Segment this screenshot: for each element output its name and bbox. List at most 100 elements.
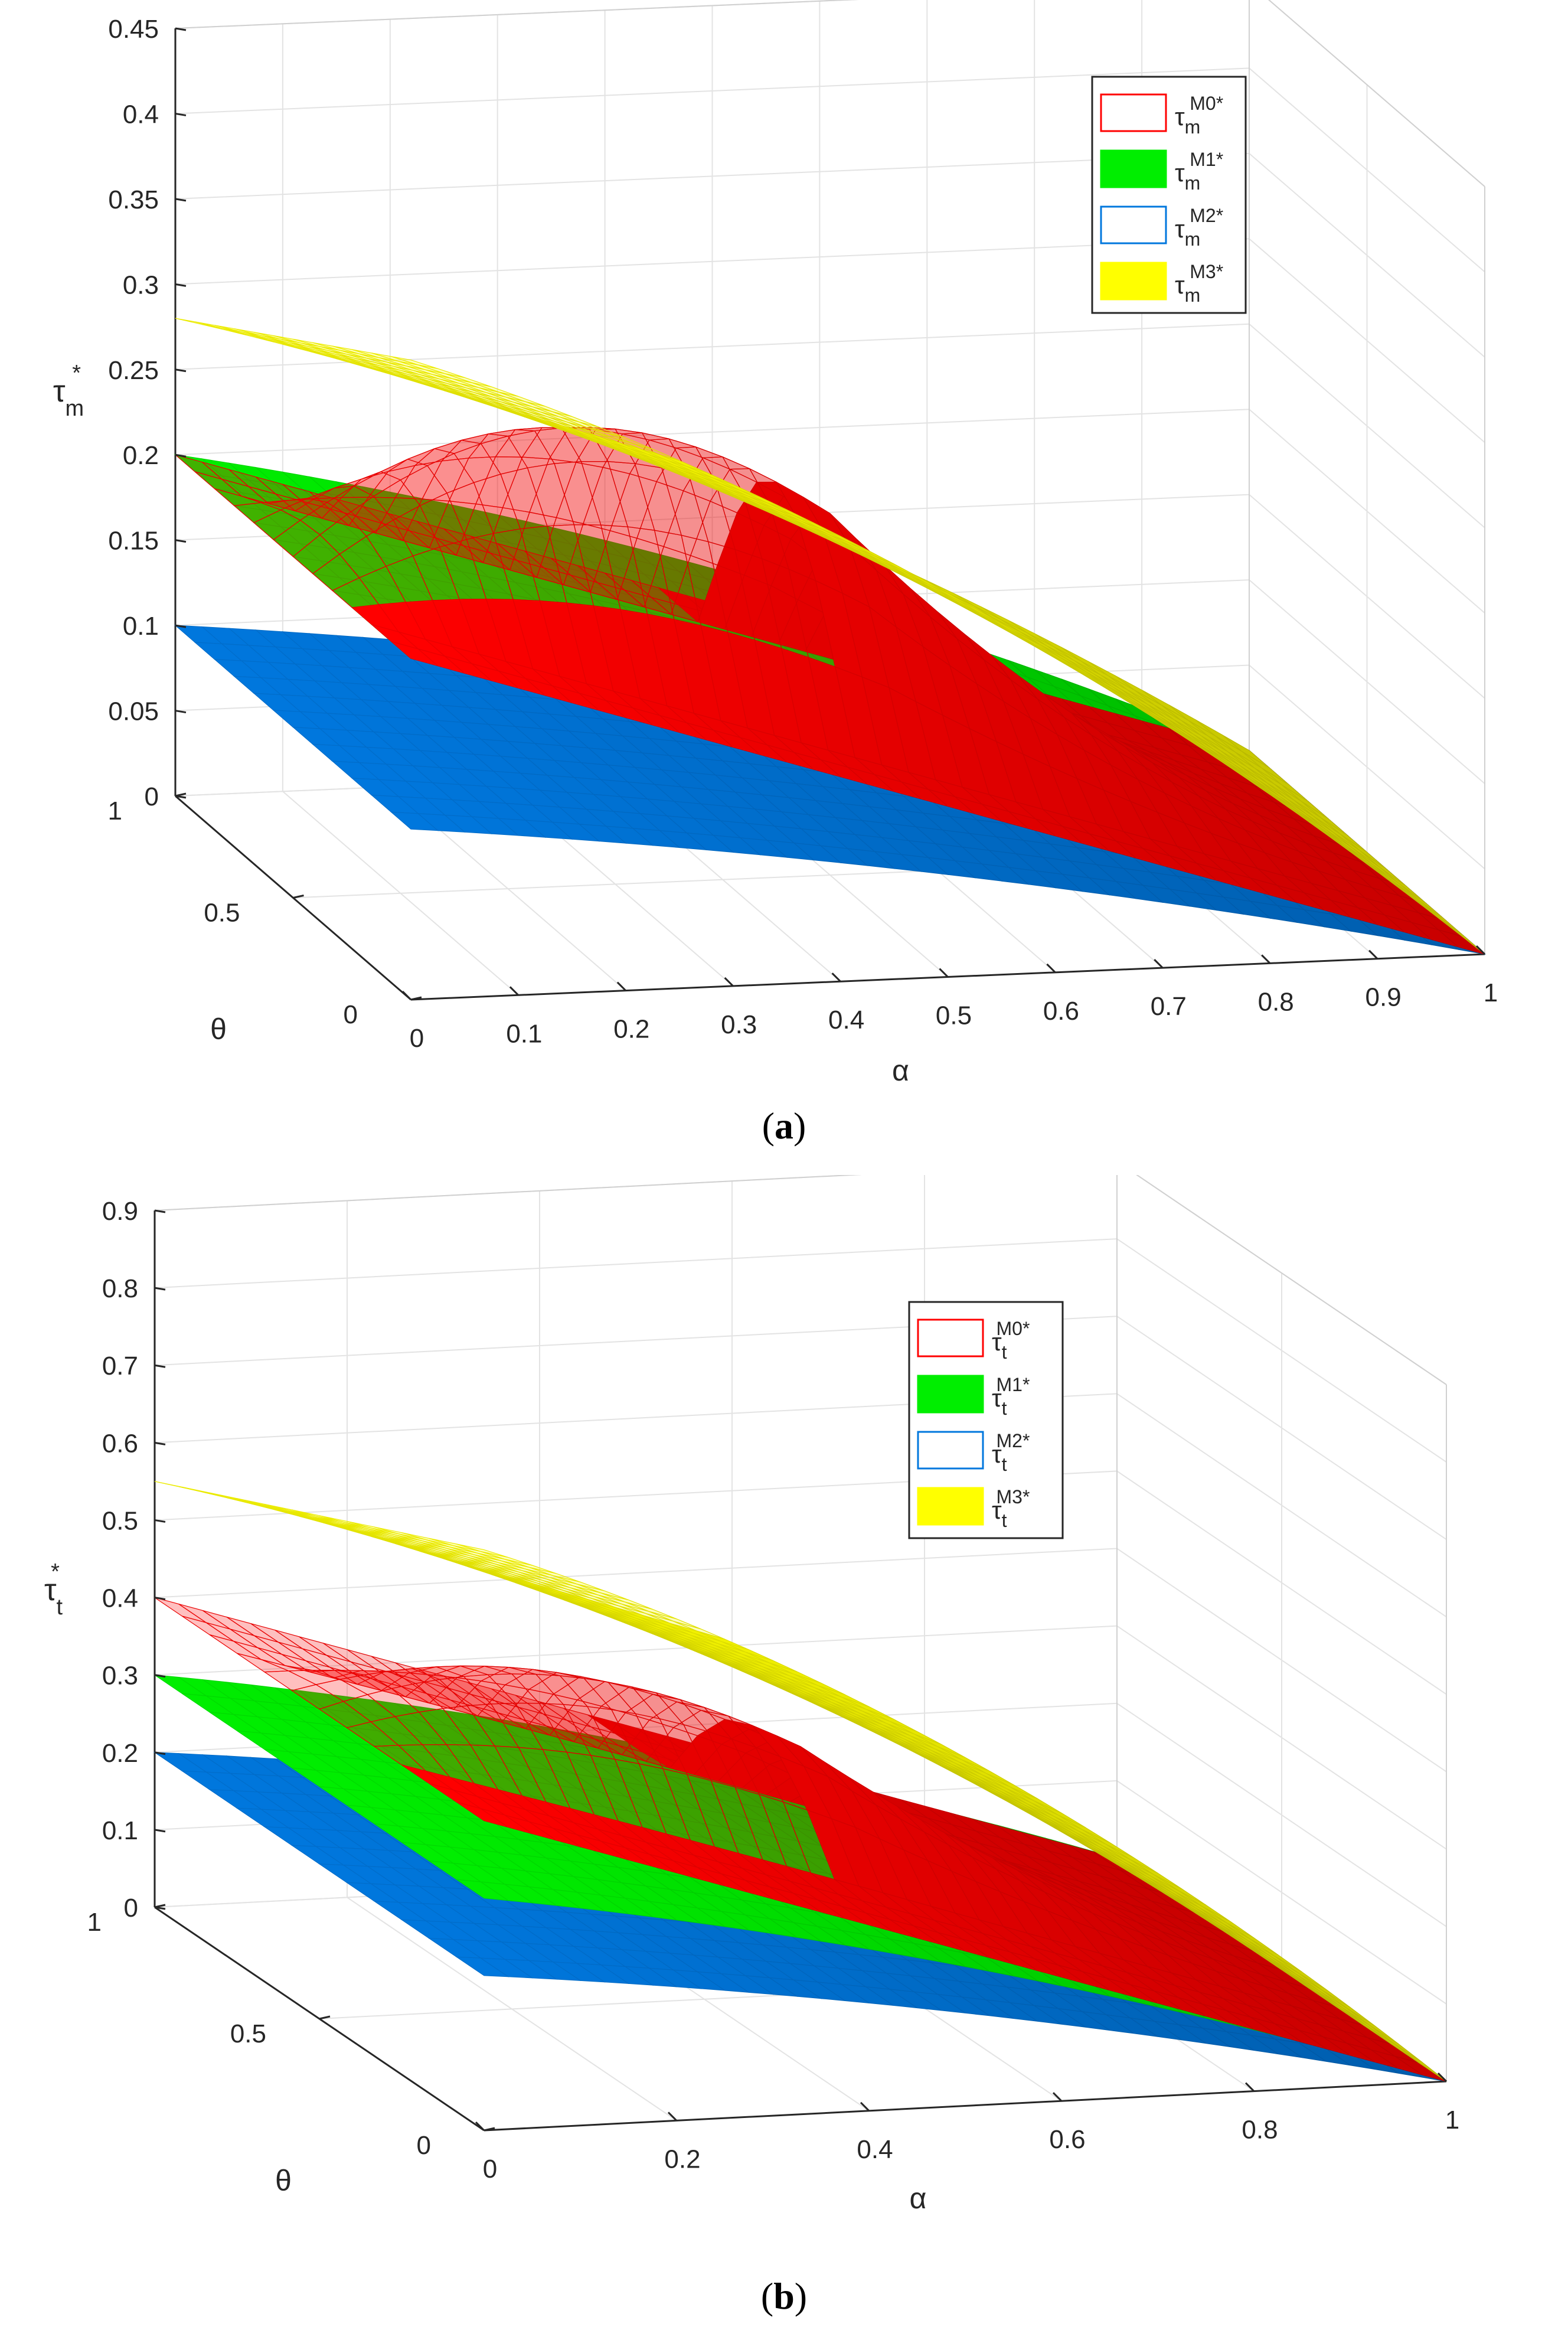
alpha-tick — [1368, 949, 1378, 960]
z-tick — [154, 1364, 166, 1368]
legend-label-sup: M3* — [996, 1486, 1030, 1507]
legend-a: τmM0*τmM1*τmM2*τmM3* — [1091, 76, 1247, 314]
alpha-tick — [475, 2121, 485, 2132]
figure-panel-a: 0 0.05 0.1 0.15 0.2 0.25 0.3 0.35 0.4 0.45 0 0.1 0.2… — [53, 0, 1498, 1147]
z-gridline — [175, 152, 1485, 358]
z-axis-label-sub: m — [66, 396, 84, 421]
z-tick — [175, 27, 187, 31]
alpha-tick-label: 1 — [1484, 978, 1498, 1007]
alpha-tick — [616, 981, 626, 991]
z-tick — [154, 1674, 166, 1678]
z-gridline — [154, 1316, 1447, 1541]
surface-cell — [955, 598, 1002, 624]
z-tick-label: 0.25 — [108, 356, 159, 385]
alpha-tick-label: 0.9 — [1366, 983, 1402, 1012]
box-edge — [1268, 0, 1485, 187]
legend-swatch-M3 — [1100, 262, 1167, 301]
z-gridline — [154, 1393, 1447, 1618]
surface-cell — [455, 1956, 509, 1977]
z-tick-label: 0.1 — [123, 612, 159, 641]
alpha-tick-label: 0.1 — [506, 1019, 542, 1048]
alpha-tick — [724, 977, 734, 987]
legend-label-sub: m — [1185, 116, 1201, 138]
alpha-tick-label: 0.6 — [1049, 2125, 1085, 2154]
z-tick — [154, 1829, 166, 1833]
alpha-tick — [860, 2101, 870, 2111]
z-tick-label: 0.15 — [108, 527, 159, 556]
box-edge — [175, 0, 859, 29]
alpha-tick — [1244, 2082, 1255, 2092]
surface-cell — [928, 583, 975, 609]
surface-M3-a — [175, 318, 1485, 955]
z-axis-label-base: τ — [44, 1573, 57, 1607]
alpha-tick-label: 0.3 — [721, 1010, 757, 1039]
legend-label-sup: M0* — [1190, 93, 1223, 114]
surface-cell — [456, 1879, 509, 1901]
alpha-tick-label: 1 — [1445, 2106, 1459, 2135]
legend-swatch-M3 — [917, 1487, 984, 1526]
z-axis-label-sup: * — [51, 1559, 60, 1584]
surface-cell — [390, 811, 439, 831]
theta-tick-label: 1 — [87, 1908, 102, 1937]
legend-label-M3: τm M3* — [1175, 261, 1223, 306]
legend-label-M0: τt M0* — [992, 1318, 1030, 1363]
surface-cell — [456, 1543, 508, 1558]
theta-tick-label: 0.5 — [204, 899, 240, 928]
caption-b-letter: b — [773, 2275, 795, 2317]
legend-label-base: τ — [1175, 271, 1185, 299]
z-tick-label: 0.5 — [102, 1506, 138, 1535]
alpha-tick-label: 0.2 — [613, 1015, 649, 1044]
z-gridline — [154, 1175, 1447, 1385]
z-tick-label: 0.05 — [108, 697, 159, 726]
alpha-tick — [667, 2111, 678, 2122]
legend-label-base: τ — [992, 1384, 1002, 1412]
z-axis-label-sub: t — [57, 1595, 63, 1620]
legend-swatch-M2 — [1100, 205, 1167, 244]
z-tick-label: 0 — [124, 1894, 138, 1923]
z-tick-label: 0.4 — [102, 1584, 138, 1613]
z-tick-label: 0.7 — [102, 1352, 138, 1380]
legend-label-M2: τt M2* — [992, 1430, 1030, 1475]
legend-label-sup: M1* — [1190, 149, 1223, 170]
alpha-tick-label: 0 — [483, 2155, 497, 2184]
z-tick — [154, 1597, 166, 1601]
z-tick-label: 0 — [145, 782, 159, 811]
legend-label-sup: M0* — [996, 1318, 1030, 1339]
z-tick-label: 0.4 — [123, 100, 159, 129]
alpha-tick — [401, 990, 412, 1001]
z-axis-label-base: τ — [53, 374, 66, 409]
z-ticks-b: 0 0.1 0.2 0.3 0.4 0.5 0.6 0.7 0.8 0.9 — [102, 1197, 166, 1923]
alpha-tick-label: 0.4 — [828, 1006, 864, 1034]
legend-label-base: τ — [1175, 103, 1185, 130]
legend-label-M1: τt M1* — [992, 1374, 1030, 1419]
alpha-tick — [939, 968, 949, 978]
theta-tick — [319, 2015, 331, 2020]
surface-cell — [391, 641, 438, 667]
z-tick — [154, 1519, 166, 1523]
alpha-tick — [1052, 2092, 1063, 2102]
z-tick-label: 0.6 — [102, 1429, 138, 1458]
z-tick — [175, 112, 187, 116]
theta-tick-label: 0.5 — [230, 2019, 266, 2048]
z-axis-label: τm * — [53, 361, 84, 421]
z-tick — [154, 1441, 166, 1445]
z-tick-label: 0.45 — [108, 15, 159, 44]
surface-cell — [456, 1801, 509, 1828]
legend-label-M3: τt M3* — [992, 1486, 1030, 1531]
z-ticks-a: 0 0.05 0.1 0.15 0.2 0.25 0.3 0.35 0.4 0.45 — [108, 15, 187, 811]
surface-cell — [391, 356, 438, 369]
legend-b: τtM0* τtM1* τtM2* τtM3* — [908, 1301, 1064, 1539]
z-axis-label: τt * — [44, 1559, 63, 1620]
z-tick — [175, 710, 187, 714]
alpha-tick-label: 0.6 — [1043, 997, 1079, 1026]
chart-b: 0 0.1 0.2 0.3 0.4 0.5 0.6 0.7 0.8 0.9 0 0.2 0.4 0.6 0.… — [44, 1175, 1459, 2215]
alpha-ticks-a: 0 0.1 0.2 0.3 0.4 0.5 0.6 0.7 0.8 0.9 1 — [401, 945, 1498, 1053]
theta-tick-label: 0 — [344, 1000, 358, 1029]
legend-label-base: τ — [1175, 215, 1185, 243]
alpha-tick — [1046, 963, 1056, 973]
z-tick — [154, 1209, 166, 1213]
alpha-tick-label: 0.8 — [1258, 987, 1294, 1016]
theta-tick — [410, 996, 422, 1001]
z-tick — [154, 1287, 166, 1291]
legend-label-sup: M1* — [996, 1374, 1030, 1395]
